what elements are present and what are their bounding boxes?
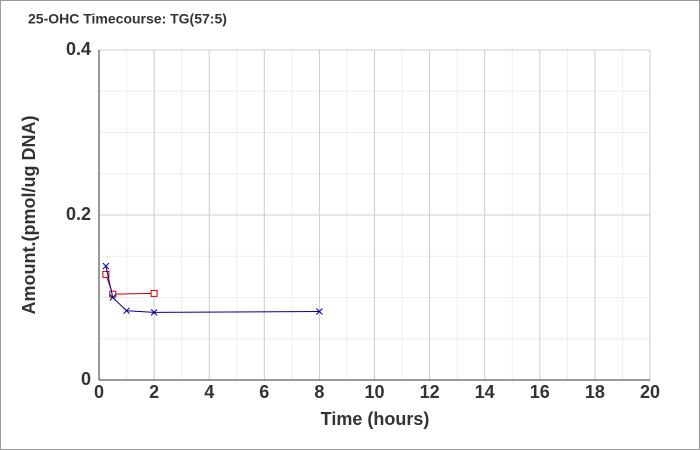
marker [150, 308, 158, 316]
marker [316, 308, 323, 315]
x-tick-label: 6 [259, 382, 269, 402]
x-tick-label: 0 [94, 382, 104, 402]
y-tick-label: 0 [81, 369, 91, 389]
marker [109, 294, 117, 301]
marker [123, 307, 130, 315]
y-tick-label: 0.2 [66, 204, 91, 224]
x-tick-label: 18 [585, 382, 605, 402]
x-tick-label: 16 [530, 382, 550, 402]
y-axis-title: Amount.(pmol/ug DNA) [19, 116, 39, 315]
x-tick-label: 4 [204, 382, 214, 402]
x-tick-label: 20 [640, 382, 660, 402]
x-tick-label: 10 [364, 382, 384, 402]
x-axis-title: Time (hours) [321, 409, 430, 429]
x-tick-label: 2 [149, 382, 159, 402]
marker [102, 270, 110, 278]
chart-title: 25-OHC Timecourse: TG(57:5) [28, 11, 227, 27]
marker [150, 289, 158, 297]
y-tick-label: 0.4 [66, 39, 91, 59]
x-tick-label: 14 [475, 382, 495, 402]
x-tick-label: 8 [314, 382, 324, 402]
marker [102, 262, 110, 270]
x-tick-label: 12 [420, 382, 440, 402]
